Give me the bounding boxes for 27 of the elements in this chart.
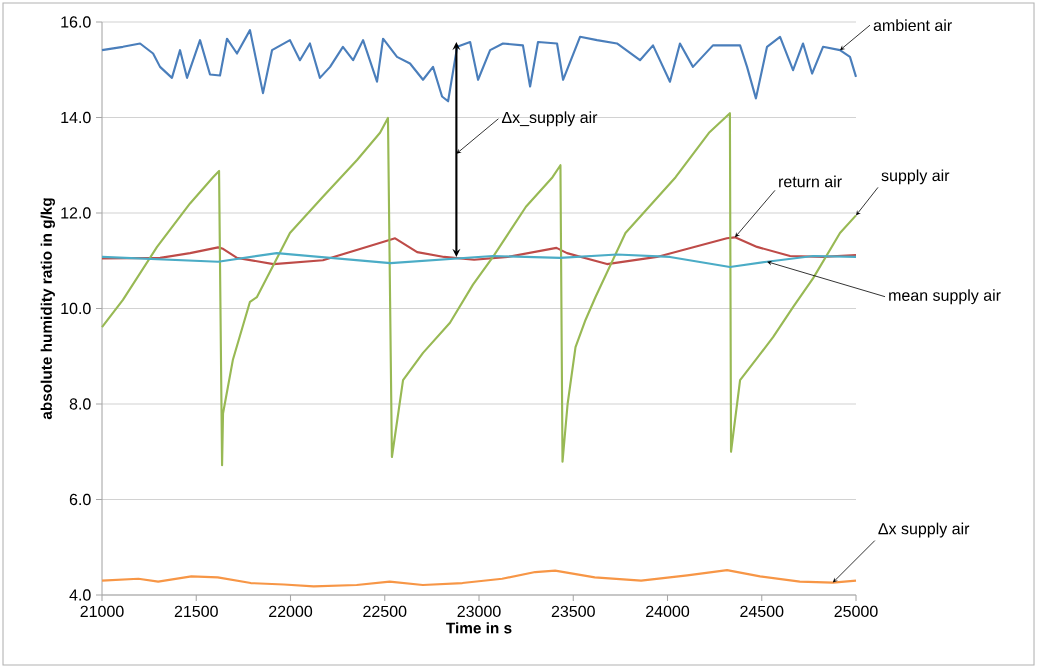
annotation: Δx_supply air <box>501 111 598 127</box>
x-axis-title: Time in s <box>446 622 512 634</box>
x-tick-label: 24000 <box>646 605 690 618</box>
text: ambient air <box>873 19 952 32</box>
line-series <box>100 29 858 103</box>
line-series <box>100 252 858 269</box>
x-tick-label: 23000 <box>457 605 501 618</box>
y-tick-label: 14.0 <box>61 111 91 124</box>
text: Δx supply air <box>878 522 970 538</box>
x-tick-label: 21500 <box>174 605 218 618</box>
y-tick-label: 10.0 <box>61 302 91 315</box>
y-axis-title: absolute humidity ratio in g/kg <box>40 198 55 420</box>
x-tick-label: 23500 <box>551 605 595 618</box>
x-tick-label: 25000 <box>834 605 878 618</box>
y-tick-label: 16.0 <box>61 16 91 28</box>
x-tick-label: 22000 <box>269 605 313 618</box>
text: supply air <box>881 169 950 185</box>
y-tick-label: 8.0 <box>69 398 91 410</box>
x-tick-label: 21000 <box>80 605 124 618</box>
y-tick-label: 12.0 <box>61 207 91 219</box>
text: return air <box>779 175 842 188</box>
x-tick-label: 22500 <box>363 605 407 618</box>
y-tick-label: 6.0 <box>69 493 91 506</box>
text: mean supply air <box>889 289 1001 305</box>
x-tick-label: 24500 <box>740 605 784 618</box>
y-tick-label: 4.0 <box>69 589 91 601</box>
line-series <box>100 569 858 588</box>
